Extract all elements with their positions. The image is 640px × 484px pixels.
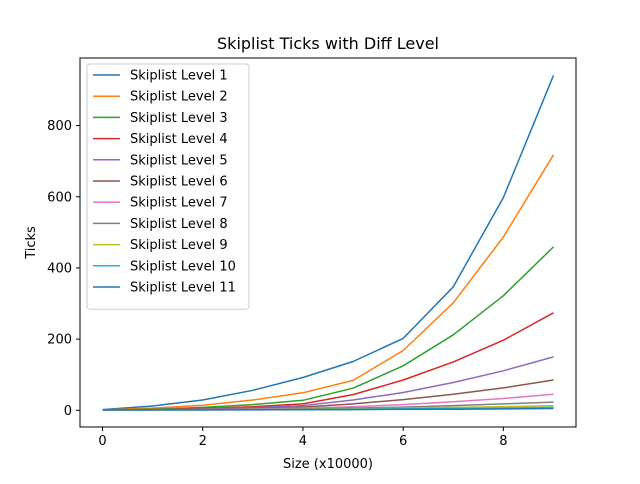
legend-entry-label: Skiplist Level 7: [130, 196, 228, 211]
y-tick-label: 600: [47, 190, 72, 205]
y-tick-label: 800: [47, 119, 72, 134]
x-tick-label: 6: [399, 434, 407, 449]
plot-frame: [79, 57, 577, 428]
legend-entry-label: Skiplist Level 6: [130, 175, 228, 190]
series-line-1: [102, 75, 555, 411]
legend-entry-label: Skiplist Level 4: [130, 132, 228, 147]
y-axis-label: Ticks: [24, 226, 39, 260]
x-tick-label: 0: [98, 434, 106, 449]
x-tick-label: 2: [199, 434, 207, 449]
x-tick-label: 4: [299, 434, 307, 449]
x-axis: 0 2 4 6 8: [98, 427, 507, 449]
x-tick-label: 8: [499, 434, 507, 449]
series-line-4: [102, 312, 554, 411]
chart-title: Skiplist Ticks with Diff Level: [217, 34, 439, 53]
legend-entry-label: Skiplist Level 5: [130, 153, 228, 168]
y-tick-label: 0: [64, 404, 72, 419]
legend-entry-label: Skiplist Level 11: [130, 281, 236, 296]
legend-entry-label: Skiplist Level 2: [130, 90, 228, 105]
legend-entry-label: Skiplist Level 10: [130, 259, 236, 274]
series-layer: [102, 75, 555, 411]
x-axis-label: Size (x10000): [283, 457, 373, 472]
series-line-11: [102, 407, 554, 411]
series-line-2: [102, 154, 555, 411]
y-tick-label: 400: [47, 261, 72, 276]
legend-entry-label: Skiplist Level 8: [130, 217, 228, 232]
legend-entry-label: Skiplist Level 3: [130, 111, 228, 126]
legend-entry-label: Skiplist Level 1: [130, 69, 228, 84]
legend: Skiplist Level 1 Skiplist Level 2 Skiplist…: [86, 63, 250, 310]
series-line-5: [102, 356, 554, 411]
y-tick-label: 200: [47, 333, 72, 348]
legend-box: [86, 63, 250, 310]
y-axis: 0 200 400 600 800: [47, 119, 80, 419]
legend-entry-label: Skiplist Level 9: [130, 238, 228, 253]
